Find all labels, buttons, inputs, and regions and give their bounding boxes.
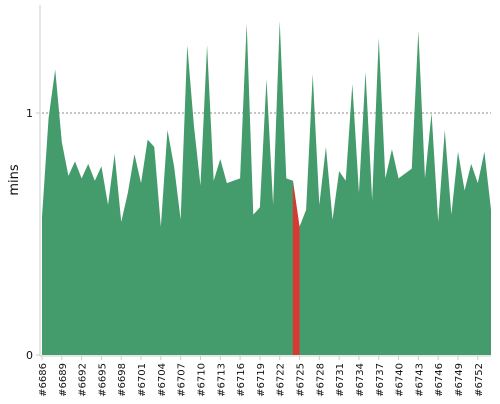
x-tick-label-6725: #6725 — [296, 363, 307, 397]
x-tick-label-6716: #6716 — [236, 363, 247, 397]
y-tick-label-0: 0 — [26, 349, 33, 362]
x-tick-label-6722: #6722 — [276, 363, 287, 397]
x-tick-label-6686: #6686 — [38, 363, 49, 397]
x-tick-label-6743: #6743 — [414, 363, 425, 397]
series-area — [42, 21, 491, 355]
x-tick-label-6731: #6731 — [335, 363, 346, 397]
highlight-build-#6724 — [293, 181, 300, 355]
x-tick-label-6695: #6695 — [97, 363, 108, 397]
x-tick-label-6737: #6737 — [375, 363, 386, 397]
x-tick-label-6740: #6740 — [395, 363, 406, 397]
x-tick-label-6701: #6701 — [137, 363, 148, 397]
x-tick-label-6710: #6710 — [196, 363, 207, 397]
x-tick-label-6713: #6713 — [216, 363, 227, 397]
area-layer — [42, 21, 491, 355]
x-tick-label-6692: #6692 — [78, 363, 89, 397]
x-tick-label-6746: #6746 — [434, 363, 445, 397]
x-tick-label-6752: #6752 — [474, 363, 485, 397]
x-tick-label-6698: #6698 — [117, 363, 128, 397]
y-tick-label-1: 1 — [26, 107, 33, 120]
x-tick-label-6719: #6719 — [256, 363, 267, 397]
x-tick-label-6749: #6749 — [454, 363, 465, 397]
x-tick-label-6734: #6734 — [355, 363, 366, 397]
x-tick-label-6728: #6728 — [315, 363, 326, 397]
x-tick-label-6689: #6689 — [58, 363, 69, 397]
x-tick-label-6704: #6704 — [157, 363, 168, 397]
x-tick-label-6707: #6707 — [177, 363, 188, 397]
y-axis-title: mins — [7, 164, 22, 196]
